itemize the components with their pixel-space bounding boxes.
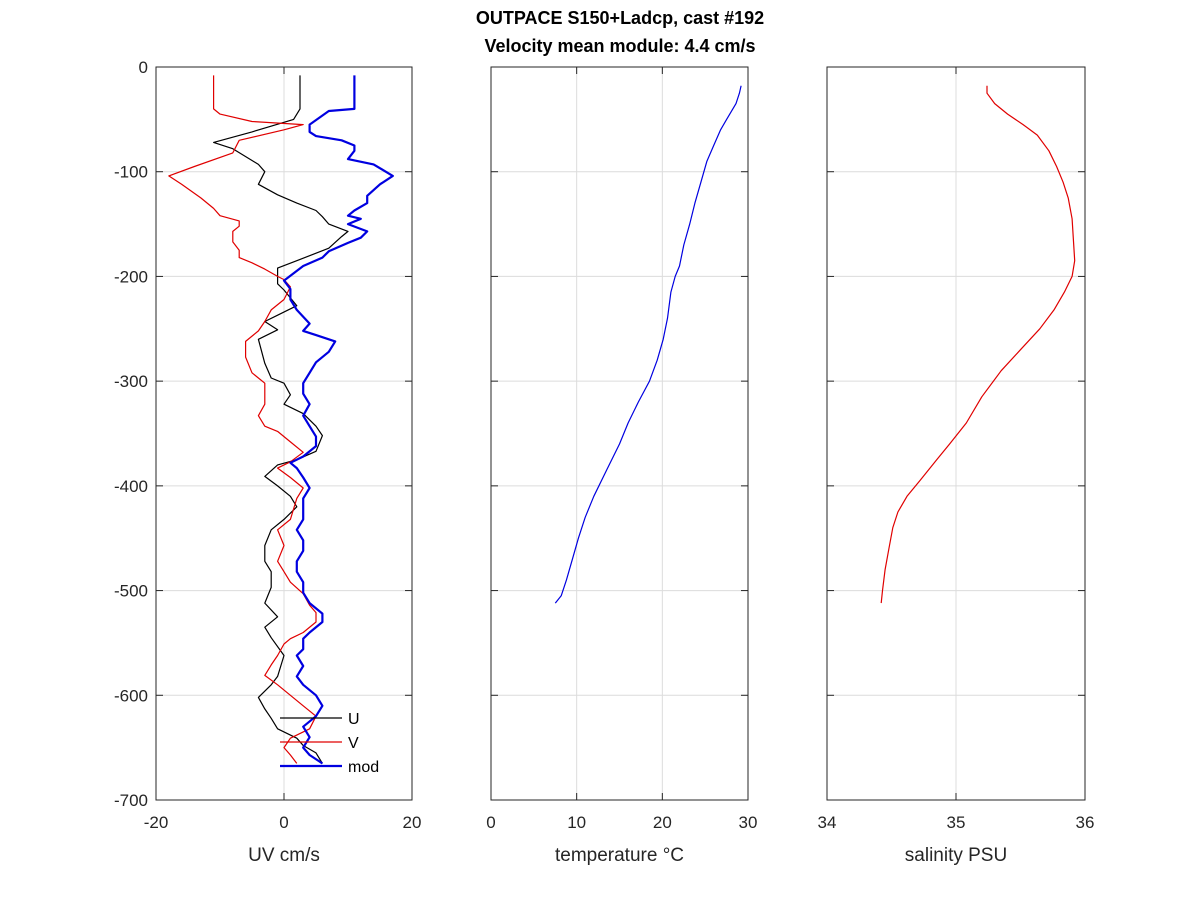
y-tick-label-6: -600 bbox=[114, 686, 148, 705]
x-axis-label-2: salinity PSU bbox=[905, 845, 1007, 866]
temperature-panel: 0 10 20 30 temperature °C bbox=[486, 66, 758, 866]
legend-label-V: V bbox=[348, 735, 359, 752]
chart-title: OUTPACE S150+Ladcp, cast #192 bbox=[476, 8, 764, 28]
y-tick-label-5: -500 bbox=[114, 582, 148, 601]
series-line-mod bbox=[282, 75, 394, 765]
series-line-V bbox=[168, 75, 317, 764]
y-tick-label-0: 0 bbox=[139, 58, 148, 77]
y-tick-label-7: -700 bbox=[114, 791, 148, 810]
series-line-temperature bbox=[554, 85, 742, 604]
salinity-panel: 34 35 36 salinity PSU bbox=[818, 66, 1095, 866]
x-tick-label-2-1: 35 bbox=[947, 813, 966, 832]
x-tick-label-2-2: 36 bbox=[1076, 813, 1095, 832]
series-line-salinity bbox=[880, 85, 1076, 604]
x-tick-label-1-1: 10 bbox=[567, 813, 586, 832]
y-tick-label-2: -200 bbox=[114, 267, 148, 286]
axes-frame-1 bbox=[490, 66, 749, 801]
chart-subtitle: Velocity mean module: 4.4 cm/s bbox=[484, 36, 755, 56]
x-tick-label-0-2: 20 bbox=[403, 813, 422, 832]
legend-label-mod: mod bbox=[348, 759, 379, 776]
y-tick-label-4: -400 bbox=[114, 477, 148, 496]
y-tick-label-1: -100 bbox=[114, 163, 148, 182]
x-tick-label-1-2: 20 bbox=[653, 813, 672, 832]
x-tick-label-2-0: 34 bbox=[818, 813, 837, 832]
x-tick-label-0-0: -20 bbox=[144, 813, 169, 832]
series-line-U bbox=[213, 75, 349, 764]
x-tick-label-0-1: 0 bbox=[279, 813, 288, 832]
x-tick-label-1-3: 30 bbox=[739, 813, 758, 832]
y-tick-label-3: -300 bbox=[114, 372, 148, 391]
x-tick-label-1-0: 0 bbox=[486, 813, 495, 832]
legend-label-U: U bbox=[348, 711, 360, 728]
x-axis-label-1: temperature °C bbox=[555, 845, 684, 866]
x-axis-label-0: UV cm/s bbox=[248, 845, 320, 866]
